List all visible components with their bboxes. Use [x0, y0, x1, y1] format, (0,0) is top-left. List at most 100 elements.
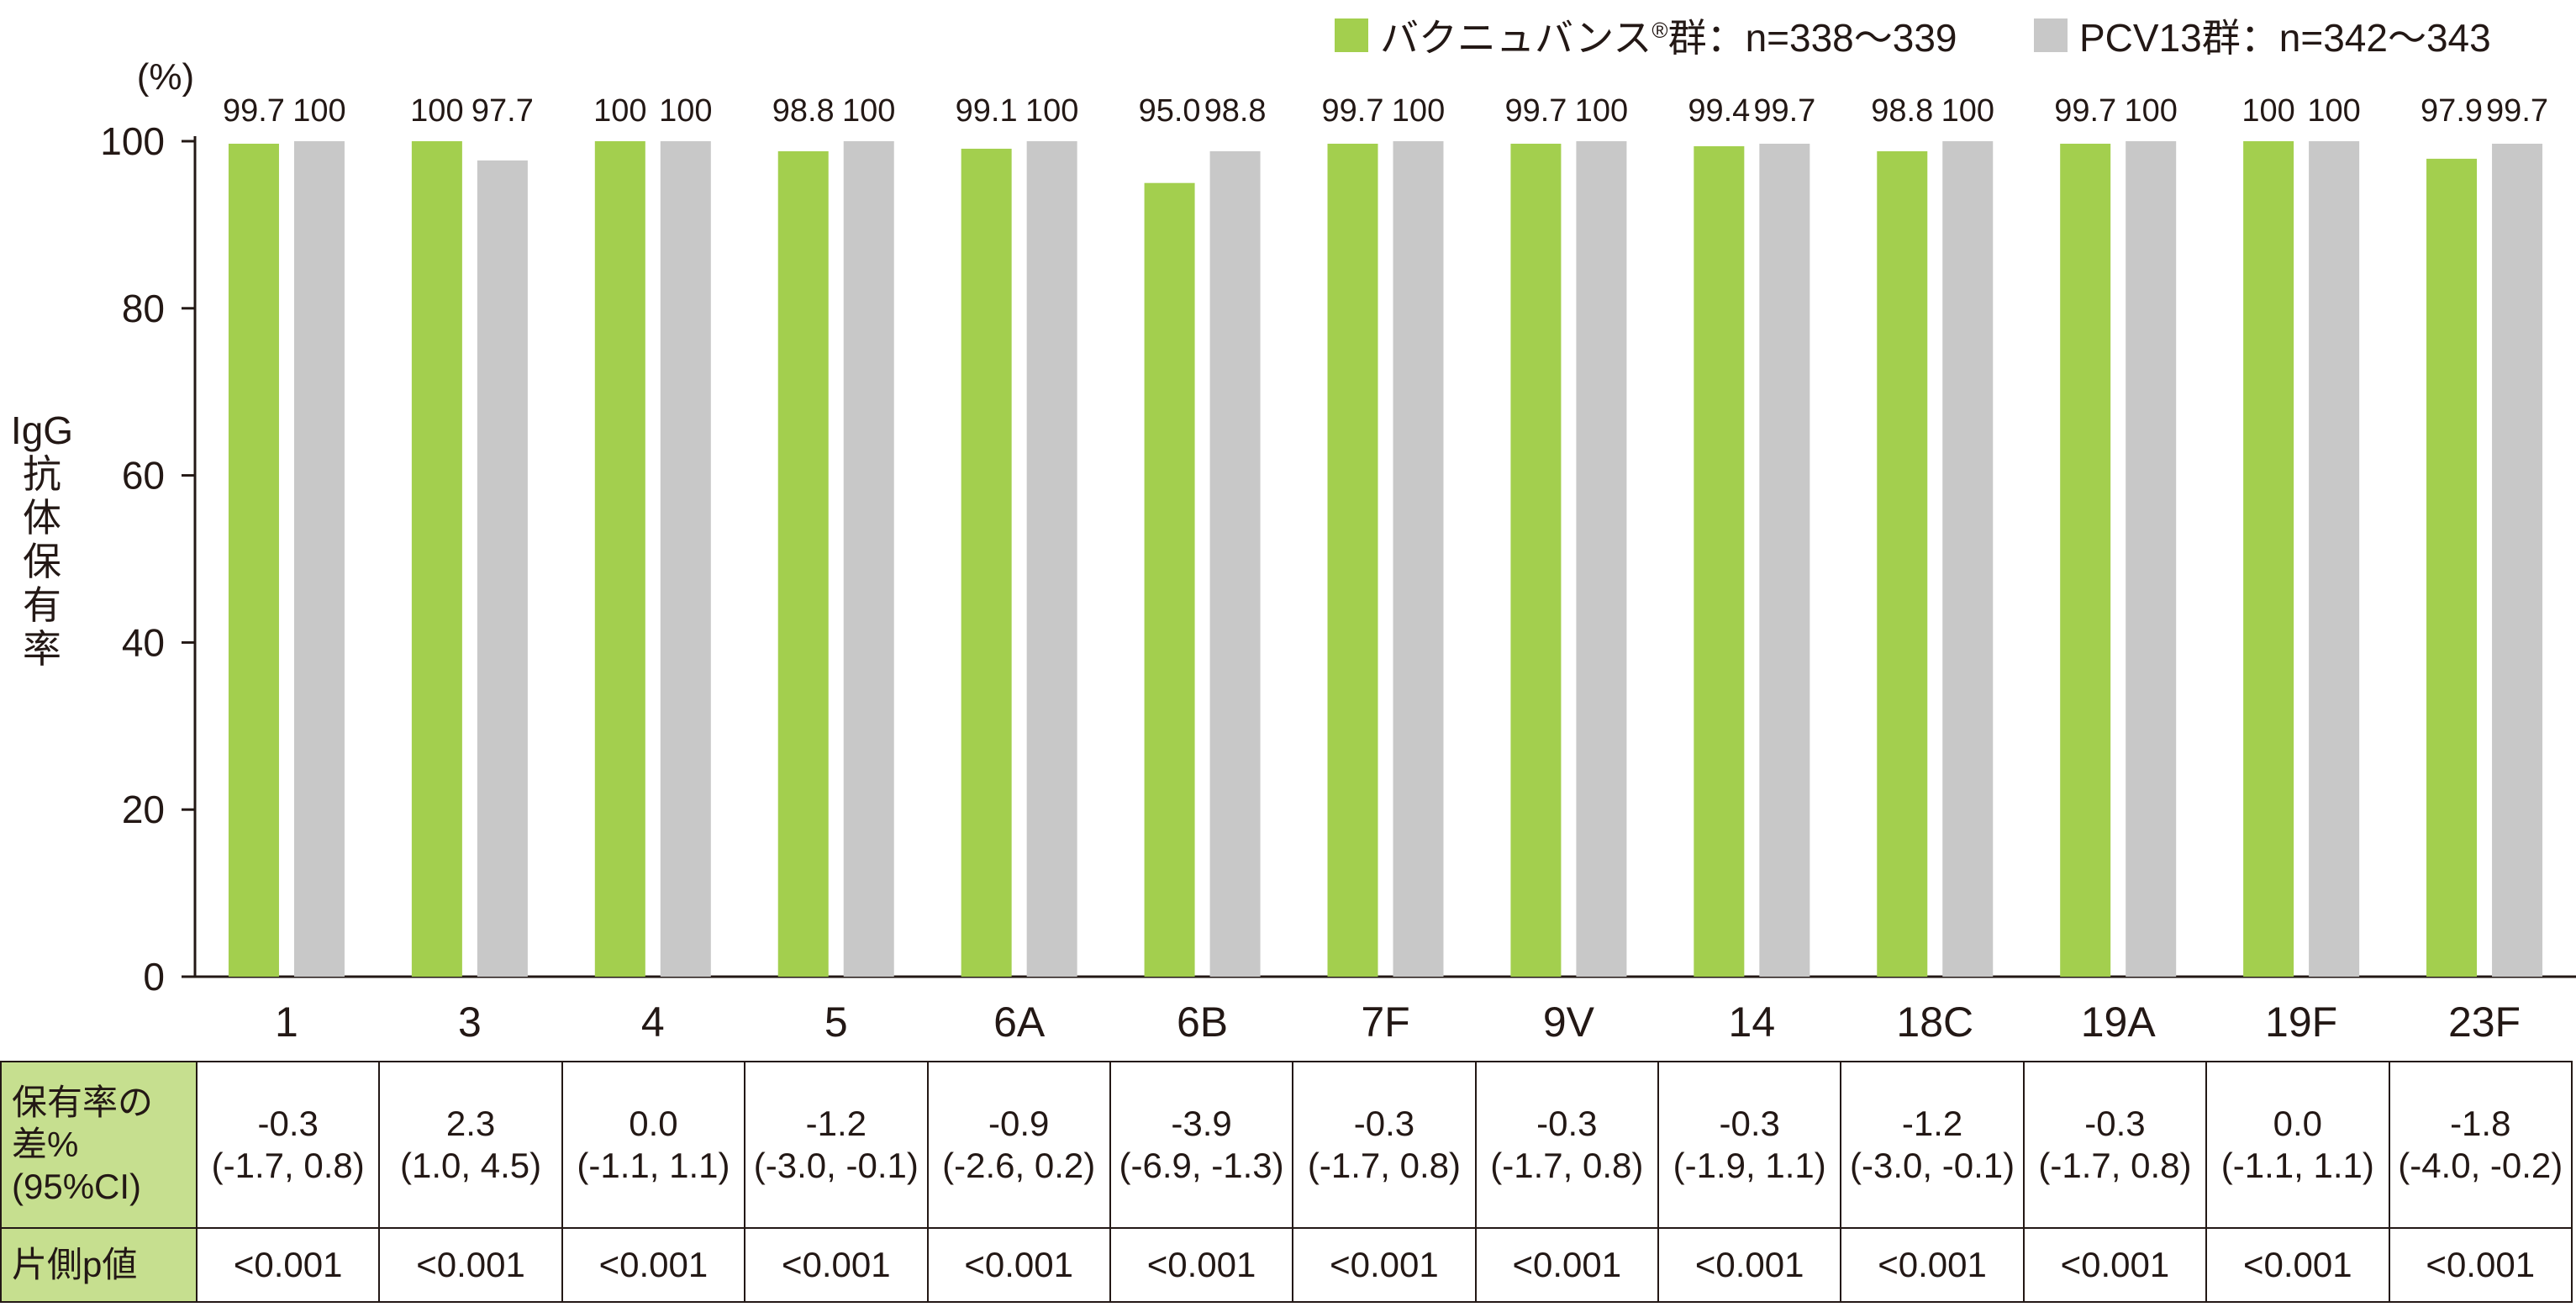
cell-diff-value: -0.3 — [257, 1104, 319, 1143]
cell-pvalue: <0.001 — [1657, 1227, 1842, 1303]
cell-diff-value: -0.3 — [2084, 1104, 2146, 1143]
y-tick-label: 80 — [122, 287, 165, 330]
cell-pvalue: <0.001 — [195, 1227, 381, 1303]
cell-diff-value: -0.9 — [988, 1104, 1050, 1143]
y-tick-label: 60 — [122, 454, 165, 498]
cell-diff-value: 0.0 — [2273, 1104, 2322, 1143]
y-axis-label-char: 有 — [23, 583, 61, 627]
bar-series2-6A — [1026, 141, 1077, 977]
x-tick-label: 1 — [275, 999, 298, 1046]
bar-series2-23F — [2492, 143, 2543, 977]
y-tick-label: 0 — [143, 955, 165, 999]
stats-table: 保有率の差% (95%CI) -0.3 (-1.7, 0.8) 2.3 (1.0, 4.5… — [0, 1061, 2573, 1303]
bar-series2-14 — [1759, 143, 1810, 977]
legend-swatch-gray — [2034, 18, 2068, 52]
cell-diff-ci: (-1.7, 0.8) — [1307, 1146, 1461, 1185]
cell-diff-ci: (-1.7, 0.8) — [211, 1146, 365, 1185]
x-tick-label: 4 — [641, 999, 665, 1046]
cell-diff: -0.3 (-1.7, 0.8) — [1474, 1061, 1660, 1229]
bar-series1-6B — [1144, 182, 1195, 977]
bar-series1-14 — [1694, 145, 1745, 978]
data-label: 100 — [2124, 93, 2177, 129]
y-axis-label-char: IgG — [11, 408, 73, 452]
x-tick-label: 18C — [1896, 999, 1973, 1046]
cell-diff-value: -0.3 — [1353, 1104, 1415, 1143]
cell-diff-value: -0.3 — [1719, 1104, 1780, 1143]
row-header-diff: 保有率の差% (95%CI) — [0, 1061, 198, 1229]
data-label: 97.9 — [2421, 93, 2483, 129]
x-tick-label: 7F — [1361, 999, 1409, 1046]
data-label: 100 — [1025, 93, 1078, 129]
cell-pvalue: <0.001 — [561, 1227, 746, 1303]
y-axis-label-char: 率 — [23, 627, 61, 671]
bar-series1-4 — [594, 141, 645, 977]
cell-diff-ci: (-1.1, 1.1) — [2220, 1146, 2374, 1185]
cell-diff: -0.3 (-1.7, 0.8) — [195, 1061, 381, 1229]
cell-diff-ci: (-3.0, -0.1) — [1850, 1146, 2015, 1185]
y-tick-label: 40 — [122, 620, 165, 664]
cell-diff-ci: (-4.0, -0.2) — [2398, 1146, 2563, 1185]
legend-label-vaxneuvance: バクニュバンス®群：n=338～339 — [1380, 16, 1957, 60]
bar-series2-19A — [2126, 141, 2177, 977]
data-label: 99.7 — [1504, 93, 1567, 129]
legend-item-pcv13: PCV13群：n=342～343 — [2034, 12, 2491, 60]
row-header-diff-line1: 保有率の差% — [12, 1083, 154, 1164]
legend-label-pcv13: PCV13群：n=342～343 — [2079, 16, 2491, 60]
cell-diff-ci: (1.0, 4.5) — [400, 1146, 542, 1185]
cell-diff: -1.2 (-3.0, -0.1) — [1840, 1061, 2025, 1229]
bar-series2-9V — [1576, 141, 1627, 977]
data-label: 99.7 — [1322, 93, 1384, 129]
cell-pvalue: <0.001 — [1109, 1227, 1294, 1303]
data-label: 100 — [1392, 93, 1445, 129]
data-label: 99.4 — [1688, 93, 1750, 129]
cell-diff-ci: (-1.7, 0.8) — [1490, 1146, 1644, 1185]
cell-diff: 2.3 (1.0, 4.5) — [378, 1061, 563, 1229]
cell-pvalue: <0.001 — [1840, 1227, 2025, 1303]
bar-series2-7F — [1393, 141, 1444, 977]
bar-series1-3 — [411, 141, 462, 977]
y-tick-label: 20 — [122, 788, 165, 831]
data-label: 98.8 — [1204, 93, 1267, 129]
data-label: 100 — [593, 93, 646, 129]
y-tick-label: 100 — [100, 119, 165, 163]
cell-pvalue: <0.001 — [1292, 1227, 1477, 1303]
x-tick-label: 6A — [993, 999, 1046, 1046]
data-label: 99.7 — [1753, 93, 1815, 129]
cell-diff-ci: (-1.1, 1.1) — [577, 1146, 730, 1185]
data-label: 98.8 — [1871, 93, 1933, 129]
x-tick-label: 23F — [2448, 999, 2521, 1046]
cell-diff: -0.3 (-1.7, 0.8) — [1292, 1061, 1477, 1229]
cell-diff-value: -1.8 — [2450, 1104, 2511, 1143]
cell-diff: -1.8 (-4.0, -0.2) — [2388, 1061, 2573, 1229]
data-label: 99.1 — [956, 93, 1018, 129]
bar-series1-1 — [228, 143, 279, 977]
cell-diff-ci: (-1.7, 0.8) — [2038, 1146, 2192, 1185]
cell-diff-value: -1.2 — [805, 1104, 867, 1143]
data-label: 99.7 — [2486, 93, 2548, 129]
cell-diff-value: -3.9 — [1171, 1104, 1232, 1143]
bar-series2-1 — [293, 141, 345, 977]
cell-diff-ci: (-3.0, -0.1) — [753, 1146, 919, 1185]
x-tick-label: 3 — [458, 999, 482, 1046]
data-label: 100 — [410, 93, 463, 129]
bar-series1-23F — [2426, 158, 2478, 977]
cell-diff: 0.0 (-1.1, 1.1) — [2205, 1061, 2390, 1229]
cell-diff-value: 2.3 — [445, 1104, 496, 1143]
bar-series1-5 — [777, 150, 829, 978]
x-tick-label: 19A — [2081, 999, 2157, 1046]
row-header-diff-line2: (95%CI) — [12, 1167, 142, 1206]
cell-pvalue: <0.001 — [744, 1227, 929, 1303]
data-label: 100 — [2307, 93, 2360, 129]
cell-pvalue: <0.001 — [1474, 1227, 1660, 1303]
cell-diff-value: 0.0 — [629, 1104, 678, 1143]
cell-diff: -0.3 (-1.9, 1.1) — [1657, 1061, 1842, 1229]
x-tick-label: 6B — [1177, 999, 1228, 1046]
bar-series2-6B — [1209, 150, 1261, 978]
cell-diff: -0.3 (-1.7, 0.8) — [2022, 1061, 2208, 1229]
cell-diff-value: -1.2 — [1901, 1104, 1963, 1143]
cell-diff-ci: (-2.6, 0.2) — [942, 1146, 1096, 1185]
x-tick-label: 14 — [1729, 999, 1776, 1046]
data-label: 100 — [659, 93, 712, 129]
x-tick-label: 19F — [2265, 999, 2337, 1046]
